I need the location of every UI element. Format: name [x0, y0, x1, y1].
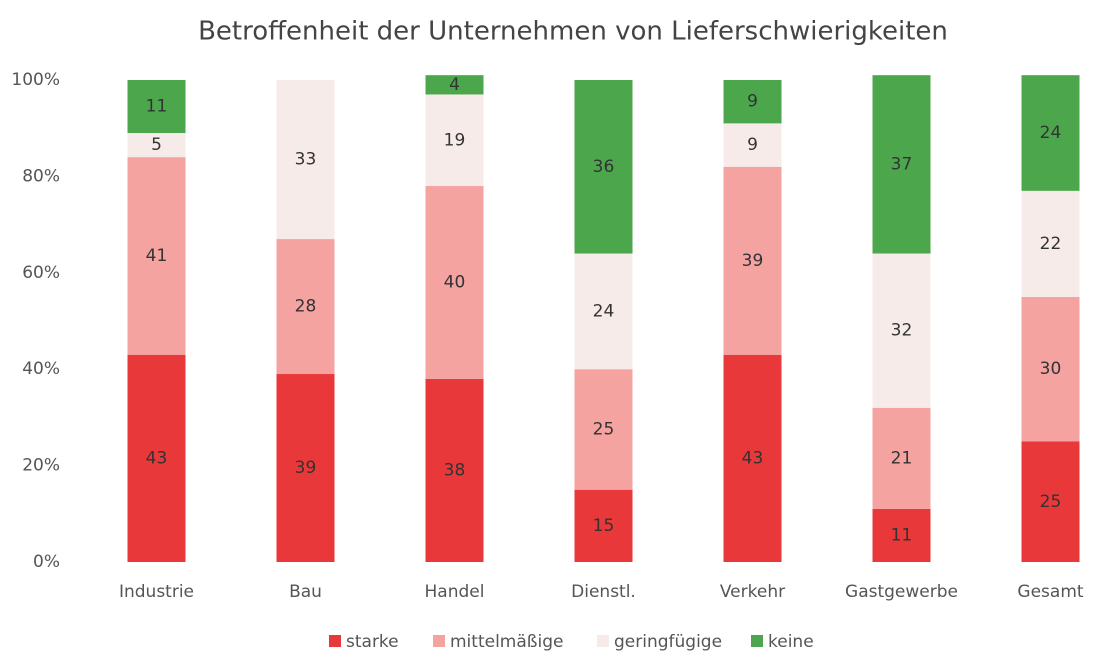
bar-segment — [574, 80, 633, 254]
data-label: 41 — [146, 246, 168, 266]
data-label: 36 — [593, 157, 615, 177]
bar-segment — [127, 354, 186, 562]
y-tick-label: 40% — [22, 359, 60, 379]
data-label: 43 — [742, 448, 764, 468]
bar-segment — [425, 75, 484, 95]
data-label: 25 — [593, 419, 615, 439]
bar-segment — [872, 75, 931, 254]
data-label: 21 — [891, 448, 913, 468]
legend-swatch — [329, 635, 341, 647]
legend-label: keine — [768, 632, 814, 652]
bar-segment — [425, 378, 484, 562]
x-tick-label: Gesamt — [1017, 582, 1083, 602]
bar-segment — [276, 239, 335, 375]
bar-segment — [574, 489, 633, 562]
bar-segment — [127, 157, 186, 355]
data-label: 37 — [891, 154, 913, 174]
y-tick-label: 0% — [33, 552, 60, 572]
x-tick-label: Dienstl. — [571, 582, 636, 602]
bar-segment — [723, 123, 782, 167]
data-label: 28 — [295, 297, 317, 317]
data-label: 39 — [742, 251, 764, 271]
bar-segment — [1021, 190, 1080, 297]
bar-segment — [872, 508, 931, 562]
data-label: 11 — [891, 525, 913, 545]
legend-label: starke — [346, 632, 399, 652]
bar-segment — [723, 354, 782, 562]
data-label: 38 — [444, 460, 466, 480]
bar-segment — [276, 80, 335, 240]
bar-segment — [723, 80, 782, 124]
x-tick-label: Verkehr — [720, 582, 785, 602]
legend-swatch — [751, 635, 763, 647]
bar-segment — [872, 407, 931, 509]
data-label: 19 — [444, 130, 466, 150]
bar-segment — [425, 94, 484, 187]
data-label: 39 — [295, 458, 317, 478]
legend-swatch — [433, 635, 445, 647]
data-label: 5 — [151, 135, 162, 155]
data-label: 9 — [747, 92, 758, 112]
data-label: 30 — [1040, 359, 1062, 379]
bar-segment — [276, 374, 335, 562]
bar-segment — [425, 186, 484, 379]
data-label: 25 — [1040, 492, 1062, 512]
x-tick-label: Handel — [425, 582, 485, 602]
bar-segment — [1021, 441, 1080, 562]
data-label: 24 — [593, 301, 615, 321]
y-tick-label: 100% — [11, 70, 60, 90]
data-label: 43 — [146, 448, 168, 468]
data-label: 15 — [593, 516, 615, 536]
bar-segment — [127, 133, 186, 158]
legend-label: mittelmäßige — [450, 632, 563, 652]
bar-segment — [574, 253, 633, 370]
y-tick-label: 60% — [22, 263, 60, 283]
data-label: 4 — [449, 75, 460, 95]
y-tick-label: 80% — [22, 166, 60, 186]
y-tick-label: 20% — [22, 456, 60, 476]
bar-segment — [1021, 296, 1080, 442]
bar-segment — [574, 369, 633, 490]
legend-swatch — [597, 635, 609, 647]
bar-segment — [723, 166, 782, 355]
x-tick-label: Industrie — [119, 582, 194, 602]
data-label: 32 — [891, 321, 913, 341]
x-tick-label: Gastgewerbe — [845, 582, 958, 602]
data-label: 40 — [444, 272, 466, 292]
x-tick-label: Bau — [289, 582, 322, 602]
data-label: 11 — [146, 97, 168, 117]
chart-title: Betroffenheit der Unternehmen von Liefer… — [198, 17, 948, 47]
data-label: 9 — [747, 135, 758, 155]
legend-label: geringfügige — [614, 632, 722, 652]
bar-segment — [872, 253, 931, 408]
data-label: 33 — [295, 150, 317, 170]
data-label: 22 — [1040, 234, 1062, 254]
data-label: 24 — [1040, 123, 1062, 143]
bar-segment — [1021, 75, 1080, 191]
bar-segment — [127, 80, 186, 134]
